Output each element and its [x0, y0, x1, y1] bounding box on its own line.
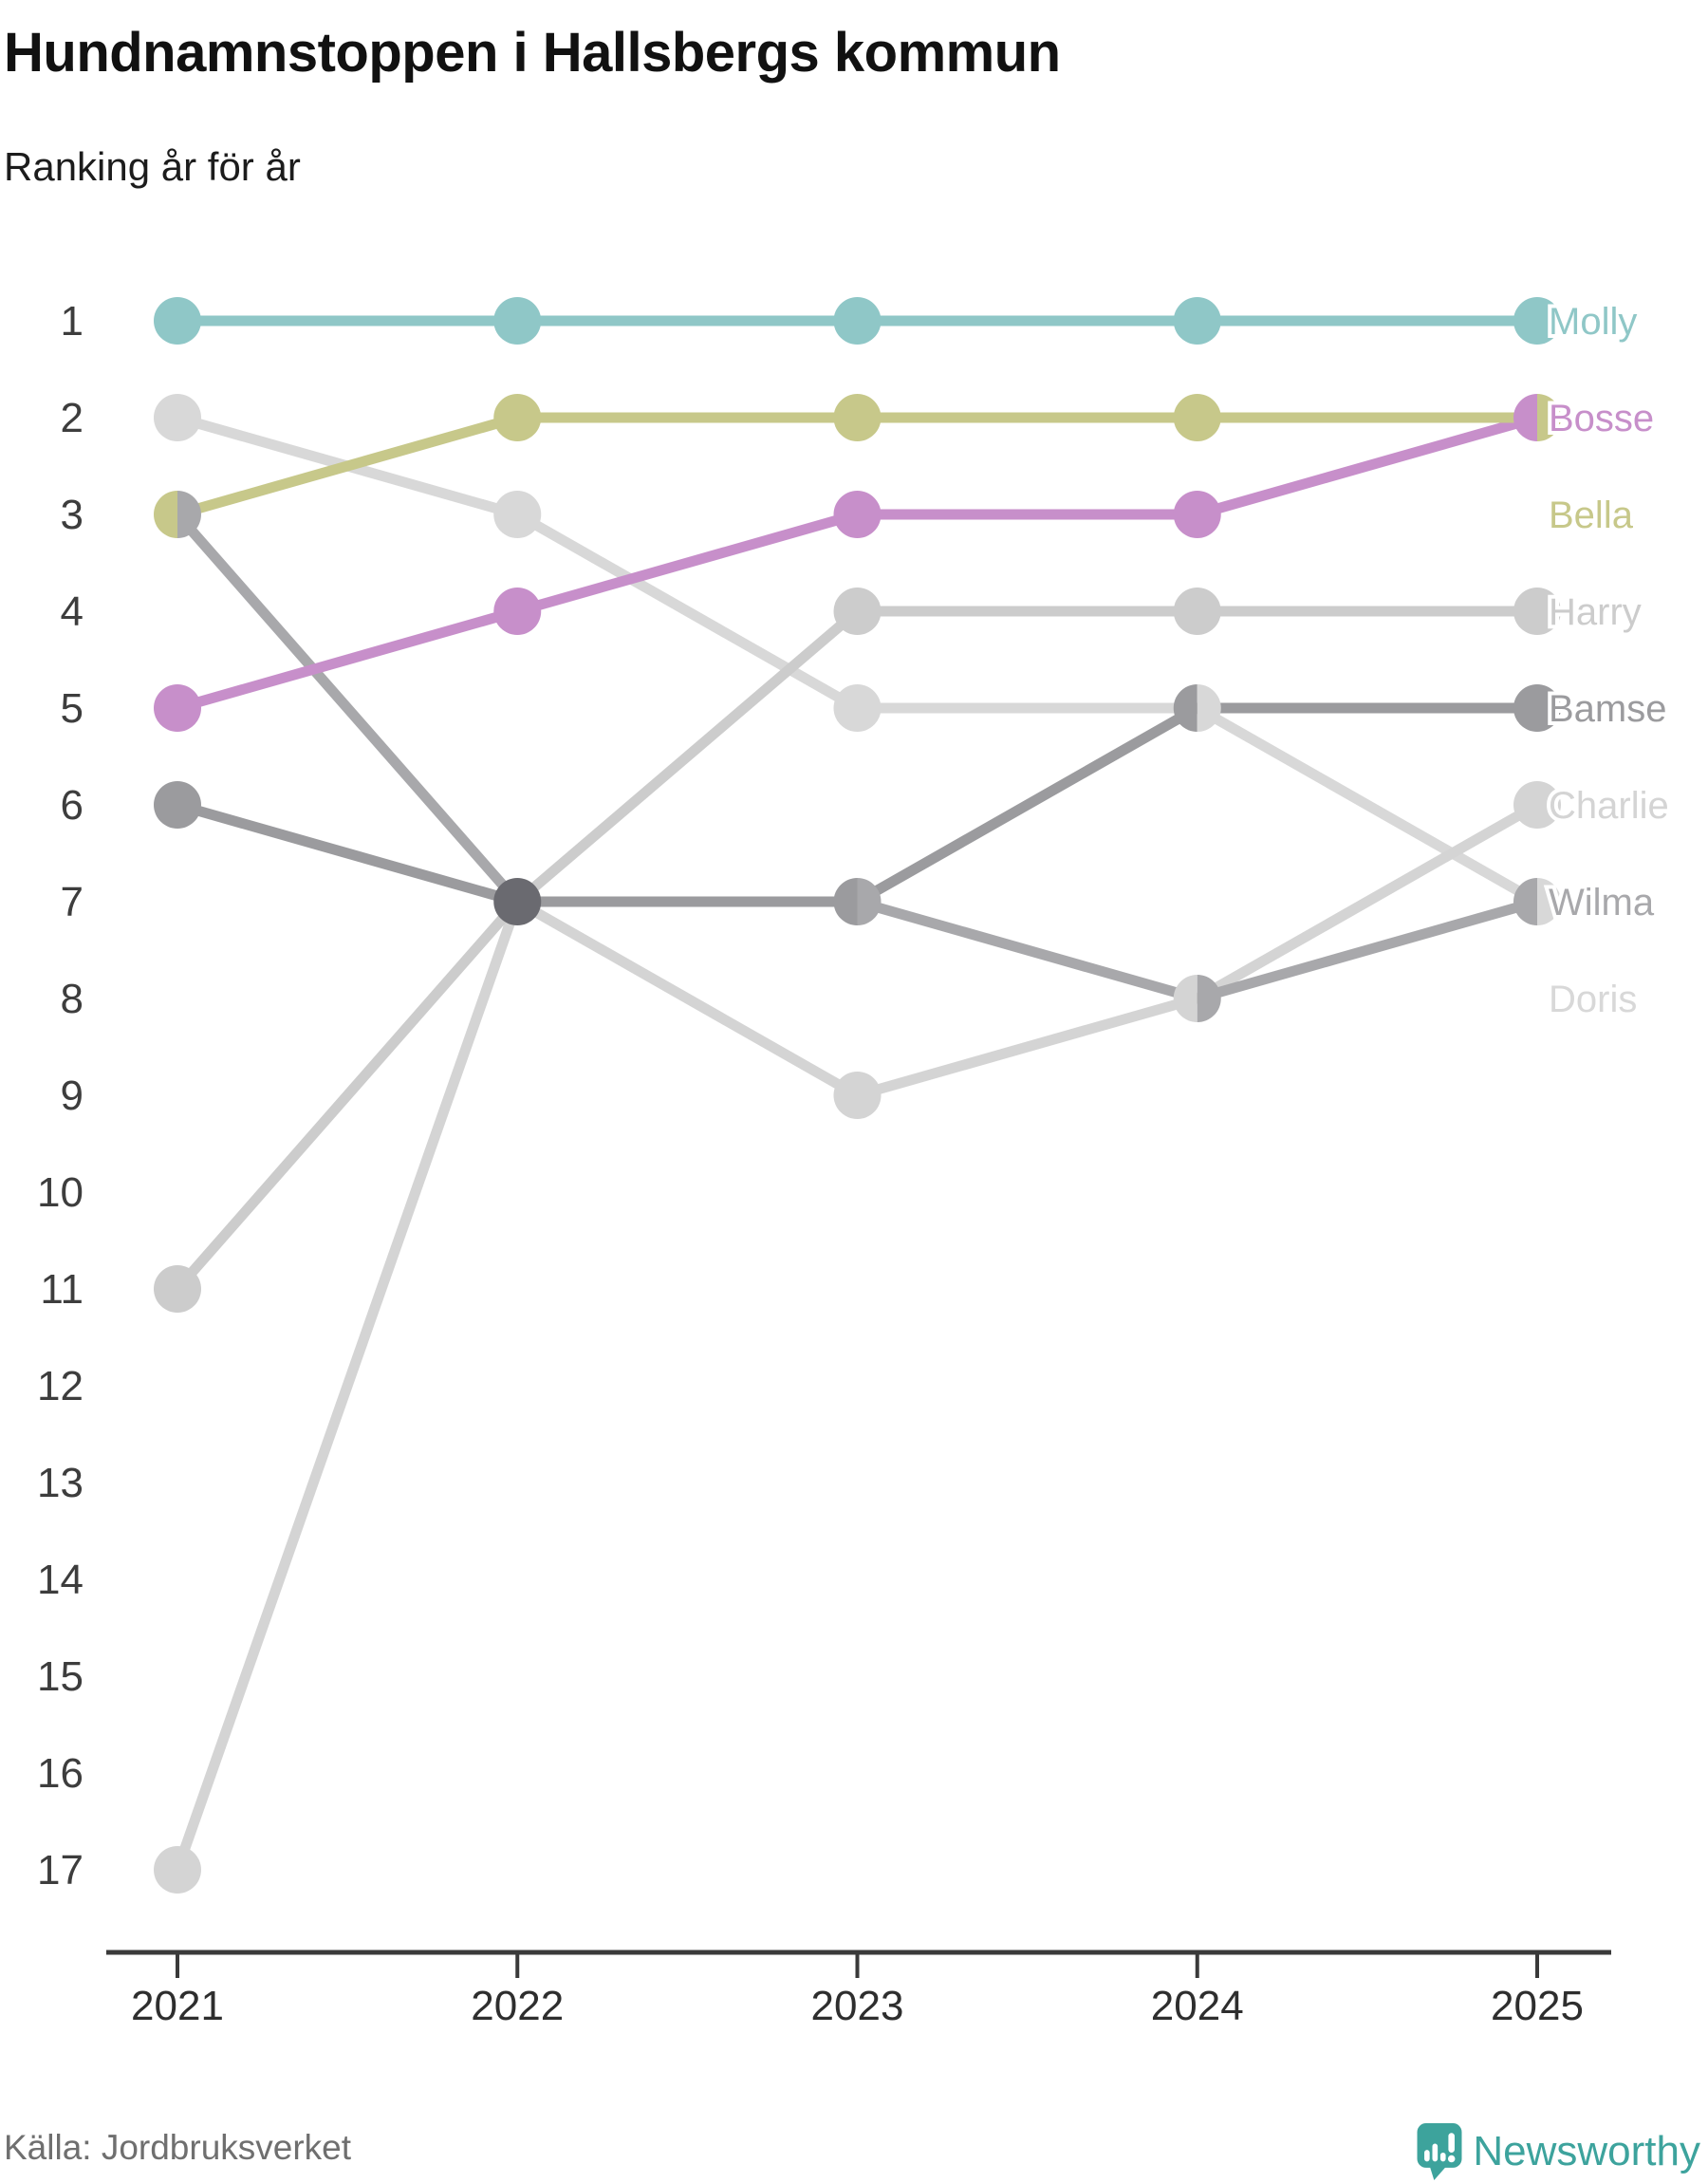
data-point-doris	[493, 491, 542, 538]
data-point-molly	[833, 297, 882, 345]
data-point-bella	[493, 394, 542, 441]
series-label-molly: Molly	[1549, 301, 1637, 343]
data-point-bella	[833, 394, 882, 441]
rank-tick-label: 10	[37, 1169, 84, 1216]
rank-tick-label: 4	[61, 588, 84, 635]
rank-tick-label: 9	[61, 1073, 84, 1119]
rank-tick-label: 5	[61, 685, 84, 732]
rank-tick-label: 8	[61, 976, 84, 1022]
data-point-bella	[1173, 394, 1221, 441]
rank-tick-label: 2	[61, 395, 84, 441]
data-point-bamse	[154, 781, 201, 829]
brand: Newsworthy	[1416, 2122, 1700, 2181]
year-tick-label: 2025	[1491, 1983, 1584, 2029]
rank-tick-label: 13	[37, 1460, 84, 1506]
series-label-wilma: Wilma	[1549, 882, 1655, 924]
data-point-charlie	[154, 1846, 201, 1894]
series-label-doris: Doris	[1549, 979, 1637, 1020]
rank-tick-label: 14	[37, 1557, 84, 1603]
rank-tick-label: 15	[37, 1653, 84, 1700]
source-note: Källa: Jordbruksverket	[4, 2128, 352, 2167]
data-point-molly	[493, 297, 542, 345]
newsworthy-logo-icon	[1417, 2122, 1462, 2181]
data-point-bamse	[1513, 684, 1561, 732]
series-label-bella: Bella	[1549, 494, 1634, 536]
data-point-molly	[1513, 297, 1561, 345]
data-point-harry	[1513, 588, 1561, 635]
data-point-half-wilma	[177, 491, 201, 538]
rank-tick-label: 1	[61, 298, 84, 345]
data-point-harry	[154, 1265, 201, 1313]
data-point-half-bella	[1537, 394, 1561, 441]
data-point-bosse	[833, 491, 882, 538]
year-tick-label: 2023	[811, 1983, 904, 2029]
data-point-half-doris	[1537, 878, 1561, 925]
rank-tick-label: 7	[61, 879, 84, 925]
rank-tick-label: 11	[40, 1266, 84, 1313]
year-tick-label: 2022	[471, 1983, 564, 2029]
series-label-bosse: Bosse	[1549, 398, 1654, 439]
page-title: Hundnamnstoppen i Hallsbergs kommun	[4, 22, 1061, 84]
data-point-bosse	[154, 684, 201, 732]
data-point-bosse	[1173, 491, 1221, 538]
data-point-half-wilma	[857, 878, 882, 925]
rank-tick-label: 12	[37, 1363, 84, 1409]
year-tick-label: 2021	[131, 1983, 224, 2029]
brand-name: Newsworthy	[1473, 2128, 1700, 2174]
series-line-bamse	[172, 702, 1543, 907]
page-subtitle: Ranking år för år	[4, 144, 301, 189]
data-point-half-wilma	[1197, 975, 1221, 1022]
series-label-harry: Harry	[1549, 591, 1642, 633]
data-point-half-doris	[1197, 684, 1221, 732]
series-label-charlie: Charlie	[1549, 785, 1669, 827]
rank-tick-label: 16	[37, 1750, 84, 1797]
data-point-half-bamse	[1173, 684, 1197, 732]
data-point-half-wilma	[1513, 878, 1537, 925]
data-point-half-bella	[154, 491, 177, 538]
series-label-bamse: Bamse	[1549, 688, 1667, 730]
data-point-half-charlie	[1173, 975, 1197, 1022]
data-point-charlie	[833, 1072, 882, 1119]
year-tick-label: 2024	[1151, 1983, 1244, 2029]
data-point-bosse	[493, 588, 542, 635]
data-point-doris	[833, 684, 882, 732]
rank-tick-label: 6	[61, 782, 84, 829]
data-point-harry	[833, 588, 882, 635]
data-point-tie	[493, 878, 542, 925]
data-point-half-bosse	[1513, 394, 1537, 441]
data-point-doris	[154, 394, 201, 441]
data-point-molly	[154, 297, 201, 345]
rank-tick-label: 17	[37, 1847, 84, 1894]
rank-tick-label: 3	[61, 492, 84, 538]
data-point-half-bamse	[833, 878, 858, 925]
series-line-doris	[172, 412, 1543, 907]
data-point-charlie	[1513, 781, 1561, 829]
data-point-molly	[1173, 297, 1221, 345]
data-point-harry	[1173, 588, 1221, 635]
